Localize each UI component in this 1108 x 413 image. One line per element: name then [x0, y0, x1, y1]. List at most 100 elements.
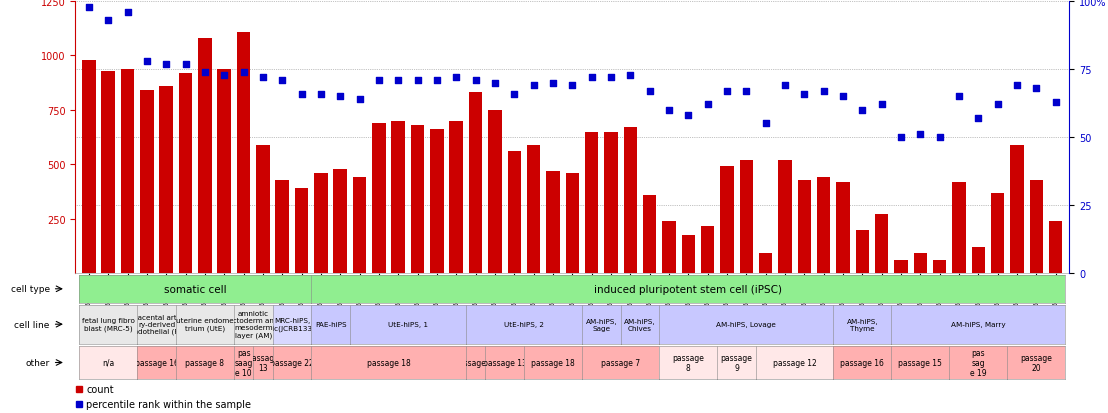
Point — [988, 102, 1006, 109]
Bar — [663, 221, 676, 273]
Point — [370, 78, 388, 84]
Bar — [837, 182, 850, 273]
Point — [138, 59, 156, 65]
Text: PAE-hiPS: PAE-hiPS — [315, 321, 347, 328]
Text: passage 7: passage 7 — [601, 358, 640, 367]
Text: passage
13: passage 13 — [247, 353, 279, 372]
Text: pas
sag
e 19: pas sag e 19 — [970, 348, 986, 377]
Bar — [217, 69, 230, 273]
Point — [274, 78, 291, 84]
Point — [544, 80, 562, 87]
Point — [351, 97, 369, 103]
Bar — [914, 254, 927, 273]
Bar — [1029, 180, 1043, 273]
Bar — [178, 74, 193, 273]
Point — [834, 94, 852, 100]
Bar — [160, 87, 173, 273]
Point — [892, 134, 910, 141]
Text: passage 13: passage 13 — [483, 358, 526, 367]
Text: AM-hiPS, Lovage: AM-hiPS, Lovage — [717, 321, 777, 328]
Point — [486, 80, 504, 87]
Text: AM-hiPS,
Chives: AM-hiPS, Chives — [624, 318, 656, 331]
Point — [1027, 85, 1045, 92]
Text: passage
8: passage 8 — [673, 353, 705, 372]
Point — [389, 78, 407, 84]
Bar — [565, 173, 579, 273]
Point — [622, 72, 639, 78]
Bar — [1010, 145, 1024, 273]
Bar — [739, 161, 753, 273]
Bar — [334, 169, 347, 273]
Bar — [798, 180, 811, 273]
Bar — [237, 33, 250, 273]
Point — [679, 113, 697, 119]
Text: passage 27: passage 27 — [453, 358, 497, 367]
Text: MRC-hiPS,
Tic(JCRB1331: MRC-hiPS, Tic(JCRB1331 — [268, 318, 316, 331]
Point — [157, 61, 175, 68]
Bar — [82, 61, 95, 273]
Text: count: count — [86, 384, 114, 394]
Text: uterine endome
trium (UtE): uterine endome trium (UtE) — [176, 318, 234, 331]
Point — [448, 75, 465, 81]
Text: UtE-hiPS, 2: UtE-hiPS, 2 — [504, 321, 544, 328]
Point — [660, 107, 678, 114]
Text: other: other — [25, 358, 50, 367]
Text: AM-hiPS,
Sage: AM-hiPS, Sage — [585, 318, 617, 331]
Bar — [372, 123, 386, 273]
Point — [970, 116, 987, 122]
Text: AM-hiPS, Marry: AM-hiPS, Marry — [951, 321, 1006, 328]
Text: GDS3842 / 36093: GDS3842 / 36093 — [75, 0, 186, 1]
Bar — [952, 182, 966, 273]
Bar — [1049, 221, 1063, 273]
Bar — [894, 260, 907, 273]
Point — [235, 69, 253, 76]
Bar — [276, 180, 289, 273]
Point — [873, 102, 891, 109]
Text: passage 12: passage 12 — [772, 358, 817, 367]
Point — [776, 83, 793, 90]
Bar — [855, 230, 869, 273]
Point — [215, 72, 233, 78]
Text: passage
20: passage 20 — [1020, 353, 1053, 372]
Point — [853, 107, 871, 114]
Bar — [256, 145, 269, 273]
Bar — [102, 71, 115, 273]
Bar — [759, 254, 772, 273]
Text: passage 8: passage 8 — [185, 358, 225, 367]
Point — [814, 88, 832, 95]
Bar — [140, 91, 154, 273]
Point — [119, 9, 136, 16]
Point — [80, 4, 98, 11]
Bar — [391, 121, 406, 273]
Bar — [430, 130, 443, 273]
Point — [293, 91, 310, 97]
Bar — [469, 93, 482, 273]
Bar — [411, 126, 424, 273]
Point — [699, 102, 717, 109]
Point — [583, 75, 601, 81]
Bar — [450, 121, 463, 273]
Point — [1008, 83, 1026, 90]
Point — [796, 91, 813, 97]
Text: passage 18: passage 18 — [367, 358, 410, 367]
Bar — [643, 195, 656, 273]
Text: passage 18: passage 18 — [531, 358, 575, 367]
Text: passage 16: passage 16 — [840, 358, 884, 367]
Point — [312, 91, 330, 97]
Bar — [624, 128, 637, 273]
Bar — [507, 152, 521, 273]
Text: pas
saag
e 10: pas saag e 10 — [235, 348, 253, 377]
Text: passage
9: passage 9 — [720, 353, 752, 372]
Point — [505, 91, 523, 97]
Bar — [701, 227, 715, 273]
Point — [409, 78, 427, 84]
Point — [331, 94, 349, 100]
Bar — [778, 161, 792, 273]
Text: passage 16: passage 16 — [134, 358, 178, 367]
Point — [912, 132, 930, 138]
Bar — [526, 145, 541, 273]
Point — [563, 83, 581, 90]
Bar — [933, 260, 946, 273]
Point — [1047, 99, 1065, 106]
Text: percentile rank within the sample: percentile rank within the sample — [86, 399, 252, 409]
